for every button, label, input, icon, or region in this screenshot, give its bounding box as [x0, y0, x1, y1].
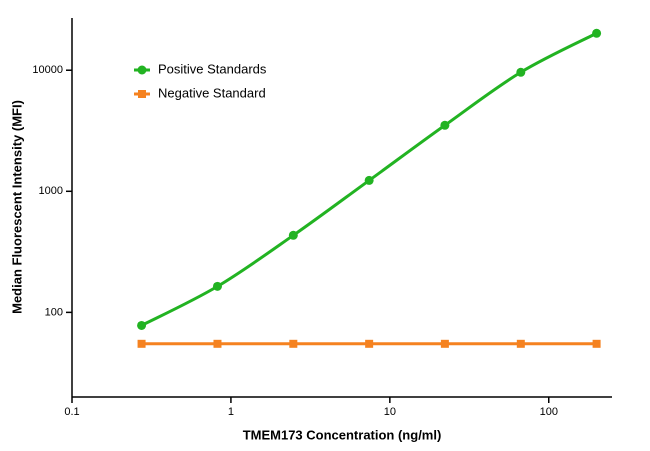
y-tick-label: 1000 — [39, 185, 63, 197]
x-tick-label: 10 — [384, 406, 396, 418]
x-axis-title: TMEM173 Concentration (ng/ml) — [243, 427, 442, 442]
x-tick-label: 1 — [228, 406, 234, 418]
point — [289, 339, 298, 348]
point — [288, 230, 298, 240]
legend-marker — [138, 90, 146, 98]
x-tick-label: 100 — [540, 406, 558, 418]
point — [365, 339, 374, 348]
point — [516, 339, 525, 348]
legend-text: Positive Standards — [158, 61, 267, 76]
point — [364, 175, 374, 185]
y-tick-label: 10000 — [32, 64, 63, 76]
legend-text: Negative Standard — [158, 85, 266, 100]
point — [592, 28, 602, 38]
point — [137, 320, 147, 330]
point — [440, 120, 450, 130]
y-axis-title: Median Fluorescent Intensity (MFI) — [9, 100, 24, 314]
point — [212, 281, 222, 291]
point — [137, 339, 146, 348]
legend-marker — [137, 65, 147, 75]
x-tick-label: 0.1 — [64, 406, 79, 418]
point — [440, 339, 449, 348]
point — [213, 339, 222, 348]
y-tick-label: 100 — [45, 306, 63, 318]
point — [516, 67, 526, 77]
point — [592, 339, 601, 348]
